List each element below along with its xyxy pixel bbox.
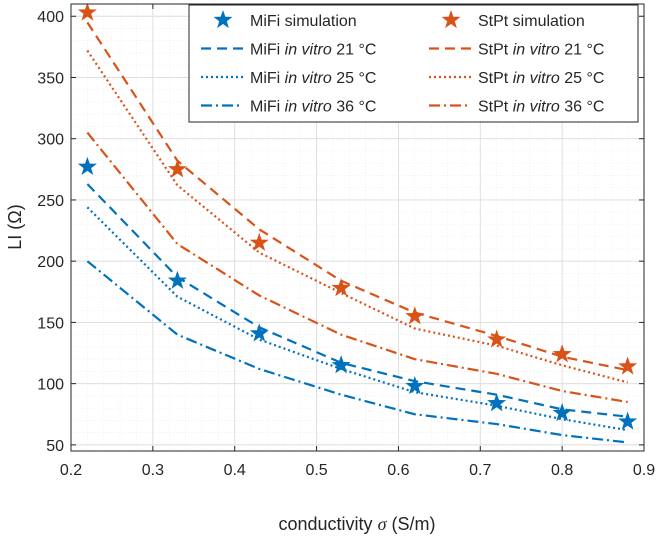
legend-label-part: StPt <box>478 42 513 59</box>
series-7 <box>86 131 628 404</box>
axis-ticks <box>70 4 645 451</box>
data-point-star <box>552 344 572 363</box>
legend-label-part: 25 °C <box>332 70 377 87</box>
series-line <box>86 21 628 372</box>
data-point-star <box>249 232 269 251</box>
legend-label-part: MiFi simulation <box>250 13 357 30</box>
legend-star-marker <box>213 10 233 29</box>
x-axis-label-unit: (S/m) <box>391 514 435 534</box>
legend-label-part: 36 °C <box>332 99 377 116</box>
series-line <box>86 183 628 418</box>
plot-frame <box>70 3 645 452</box>
x-axis-label-text: conductivity <box>279 514 373 534</box>
series-0 <box>77 156 638 430</box>
series-layer <box>77 2 638 444</box>
y-tick-label: 100 <box>37 377 64 394</box>
legend-label: StPt simulation <box>478 13 585 30</box>
legend-label-italic: in vitro <box>513 42 560 59</box>
data-point-star <box>331 278 351 297</box>
x-tick-label: 0.8 <box>551 462 573 479</box>
series-6 <box>86 49 628 384</box>
legend-label-part: StPt simulation <box>478 13 585 30</box>
x-tick-labels: 0.2 0.3 0.4 0.5 0.6 0.7 0.8 0.9 <box>60 462 655 479</box>
data-point-star <box>405 306 425 325</box>
legend-label-part: 21 °C <box>332 42 377 59</box>
legend-label-part: MiFi <box>250 42 285 59</box>
series-5 <box>86 21 628 372</box>
x-tick-label: 0.2 <box>60 462 82 479</box>
legend-label: MiFi in vitro 25 °C <box>250 70 376 87</box>
y-tick-label: 300 <box>37 132 64 149</box>
y-tick-label: 400 <box>37 9 64 26</box>
legend: MiFi simulation StPt simulation MiFi in vi… <box>188 4 639 123</box>
y-tick-labels: 50 100 150 200 250 300 350 400 <box>37 9 64 455</box>
data-point-star <box>487 329 507 348</box>
data-point-star <box>552 403 572 422</box>
legend-label-italic: in vitro <box>285 99 332 116</box>
legend-label-italic: in vitro <box>285 42 332 59</box>
data-point-star <box>405 376 425 395</box>
y-tick-label: 250 <box>37 193 64 210</box>
data-point-star <box>487 393 507 412</box>
legend-label-italic: in vitro <box>285 70 332 87</box>
legend-label-part: StPt <box>478 99 513 116</box>
series-line <box>86 260 628 444</box>
legend-label-part: StPt <box>478 70 513 87</box>
x-tick-label: 0.5 <box>305 462 327 479</box>
x-tick-label: 0.4 <box>224 462 246 479</box>
legend-label: StPt in vitro 21 °C <box>478 42 604 59</box>
y-tick-label: 200 <box>37 254 64 271</box>
y-axis-label: LI (Ω) <box>5 204 25 249</box>
data-point-star <box>618 411 638 430</box>
data-point-star <box>618 356 638 375</box>
x-tick-label: 0.9 <box>633 462 655 479</box>
legend-label: StPt in vitro 25 °C <box>478 70 604 87</box>
x-axis-label: conductivity σ (S/m) <box>279 514 436 534</box>
data-point-star <box>77 2 97 21</box>
x-tick-label: 0.3 <box>142 462 164 479</box>
series-line <box>86 49 628 384</box>
legend-label: MiFi simulation <box>250 13 357 30</box>
legend-label: StPt in vitro 36 °C <box>478 99 604 116</box>
x-tick-label: 0.6 <box>387 462 409 479</box>
y-tick-label: 150 <box>37 315 64 332</box>
legend-label-part: 25 °C <box>560 70 605 87</box>
legend-label: MiFi in vitro 21 °C <box>250 42 376 59</box>
data-point-star <box>167 159 187 178</box>
series-line <box>86 131 628 404</box>
x-tick-label: 0.7 <box>469 462 491 479</box>
data-point-star <box>167 270 187 289</box>
legend-label-italic: in vitro <box>513 99 560 116</box>
data-point-star <box>331 355 351 374</box>
legend-label: MiFi in vitro 36 °C <box>250 99 376 116</box>
x-axis-label-symbol: σ <box>378 514 388 534</box>
series-4 <box>77 2 638 375</box>
legend-box <box>188 4 639 123</box>
series-3 <box>86 260 628 444</box>
data-point-star <box>249 323 269 342</box>
data-point-star <box>77 156 97 175</box>
y-tick-label: 50 <box>46 438 64 455</box>
y-tick-label: 350 <box>37 70 64 87</box>
legend-label-part: 21 °C <box>560 42 605 59</box>
legend-label-part: 36 °C <box>560 99 605 116</box>
legend-label-part: MiFi <box>250 70 285 87</box>
legend-star-marker <box>441 10 461 29</box>
legend-label-italic: in vitro <box>513 70 560 87</box>
series-1 <box>86 183 628 418</box>
legend-label-part: MiFi <box>250 99 285 116</box>
